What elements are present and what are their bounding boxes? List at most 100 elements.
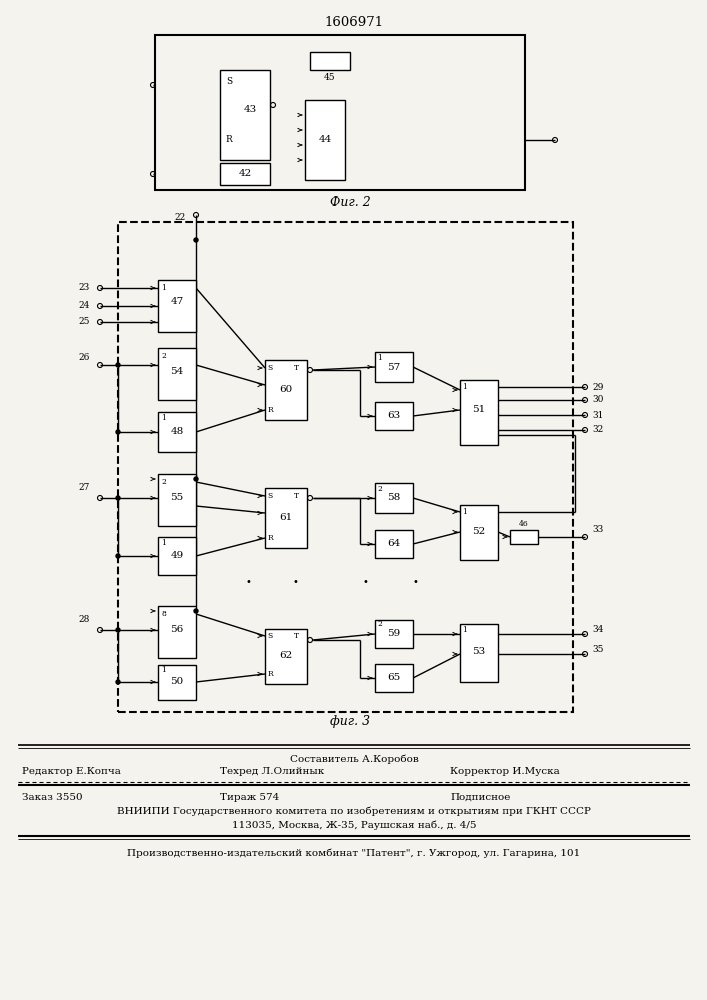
Bar bbox=[460, 624, 498, 682]
Text: фиг. 3: фиг. 3 bbox=[330, 716, 370, 728]
Text: 52: 52 bbox=[472, 528, 486, 536]
Bar bbox=[375, 664, 413, 692]
Text: 42: 42 bbox=[238, 169, 252, 178]
Text: Составитель А.Коробов: Составитель А.Коробов bbox=[290, 754, 419, 764]
Circle shape bbox=[116, 554, 120, 558]
Text: 56: 56 bbox=[170, 626, 184, 635]
Bar bbox=[305, 100, 345, 180]
Text: 1: 1 bbox=[378, 354, 382, 362]
Text: 32: 32 bbox=[592, 426, 603, 434]
Bar bbox=[375, 620, 413, 648]
Text: T: T bbox=[294, 492, 300, 500]
Text: R: R bbox=[267, 406, 273, 414]
Text: 51: 51 bbox=[472, 406, 486, 414]
Text: 24: 24 bbox=[78, 302, 90, 310]
Bar bbox=[375, 483, 413, 513]
Bar bbox=[510, 530, 538, 544]
Bar bbox=[155, 35, 525, 190]
Text: 49: 49 bbox=[170, 552, 184, 560]
Text: Заказ 3550: Заказ 3550 bbox=[22, 792, 83, 802]
Text: 64: 64 bbox=[387, 540, 401, 548]
Bar bbox=[158, 348, 196, 400]
Text: ВНИИПИ Государственного комитета по изобретениям и открытиям при ГКНТ СССР: ВНИИПИ Государственного комитета по изоб… bbox=[117, 806, 591, 816]
Text: 63: 63 bbox=[387, 412, 401, 420]
Circle shape bbox=[116, 680, 120, 684]
Text: Техред Л.Олийнык: Техред Л.Олийнык bbox=[220, 768, 325, 776]
Text: 33: 33 bbox=[592, 524, 603, 534]
Text: 25: 25 bbox=[78, 318, 90, 326]
Bar bbox=[220, 70, 270, 160]
Text: 2: 2 bbox=[162, 352, 166, 360]
Text: 34: 34 bbox=[592, 626, 603, 635]
Text: 29: 29 bbox=[592, 382, 603, 391]
Text: 1: 1 bbox=[162, 284, 166, 292]
Text: 55: 55 bbox=[170, 493, 184, 502]
Text: 26: 26 bbox=[78, 353, 90, 361]
Text: 1: 1 bbox=[462, 383, 467, 391]
Text: 44: 44 bbox=[318, 135, 332, 144]
Bar bbox=[460, 380, 498, 445]
Text: 46: 46 bbox=[519, 520, 529, 528]
Text: 62: 62 bbox=[279, 652, 293, 660]
Text: 22: 22 bbox=[175, 214, 186, 223]
Text: 58: 58 bbox=[387, 493, 401, 502]
Circle shape bbox=[194, 609, 198, 613]
Text: R: R bbox=[267, 670, 273, 678]
Bar bbox=[158, 412, 196, 452]
Text: 8: 8 bbox=[162, 610, 166, 618]
Text: 53: 53 bbox=[472, 648, 486, 656]
Text: 2: 2 bbox=[162, 478, 166, 486]
Bar bbox=[158, 280, 196, 332]
Text: 1: 1 bbox=[162, 414, 166, 422]
Text: T: T bbox=[294, 364, 300, 372]
Text: •: • bbox=[245, 577, 251, 587]
Text: Редактор Е.Копча: Редактор Е.Копча bbox=[22, 768, 121, 776]
Bar bbox=[460, 505, 498, 560]
Text: 57: 57 bbox=[387, 362, 401, 371]
Text: 59: 59 bbox=[387, 630, 401, 639]
Text: •: • bbox=[362, 577, 368, 587]
Text: Корректор И.Муска: Корректор И.Муска bbox=[450, 768, 560, 776]
Text: 1606971: 1606971 bbox=[325, 15, 384, 28]
Text: Производственно-издательский комбинат "Патент", г. Ужгород, ул. Гагарина, 101: Производственно-издательский комбинат "П… bbox=[127, 848, 580, 858]
Bar bbox=[118, 222, 573, 712]
Text: Тираж 574: Тираж 574 bbox=[220, 792, 279, 802]
Text: 61: 61 bbox=[279, 514, 293, 522]
Bar bbox=[158, 537, 196, 575]
Text: 27: 27 bbox=[78, 484, 90, 492]
Bar bbox=[265, 629, 307, 684]
Text: 54: 54 bbox=[170, 367, 184, 376]
Text: 1: 1 bbox=[462, 508, 467, 516]
Bar bbox=[265, 488, 307, 548]
Bar bbox=[220, 163, 270, 185]
Text: 45: 45 bbox=[325, 73, 336, 82]
Bar bbox=[158, 474, 196, 526]
Text: 48: 48 bbox=[170, 428, 184, 436]
Text: R: R bbox=[226, 135, 233, 144]
Text: 1: 1 bbox=[462, 626, 467, 634]
Text: 28: 28 bbox=[78, 615, 90, 624]
Text: Фиг. 2: Фиг. 2 bbox=[329, 196, 370, 209]
Bar bbox=[265, 360, 307, 420]
Text: •: • bbox=[292, 577, 298, 587]
Text: R: R bbox=[267, 534, 273, 542]
Text: 43: 43 bbox=[243, 105, 257, 114]
Text: S: S bbox=[226, 78, 232, 87]
Text: 60: 60 bbox=[279, 385, 293, 394]
Text: T: T bbox=[294, 632, 300, 640]
Bar bbox=[375, 402, 413, 430]
Text: S: S bbox=[267, 492, 273, 500]
Text: 2: 2 bbox=[378, 620, 382, 628]
Bar bbox=[375, 530, 413, 558]
Bar bbox=[158, 606, 196, 658]
Text: 113035, Москва, Ж-35, Раушская наб., д. 4/5: 113035, Москва, Ж-35, Раушская наб., д. … bbox=[232, 820, 477, 830]
Text: 65: 65 bbox=[387, 674, 401, 682]
Text: 2: 2 bbox=[378, 485, 382, 493]
Text: Подписное: Подписное bbox=[450, 792, 510, 802]
Text: 30: 30 bbox=[592, 395, 603, 404]
Text: 1: 1 bbox=[162, 666, 166, 674]
Text: 31: 31 bbox=[592, 410, 603, 420]
Circle shape bbox=[116, 628, 120, 632]
Bar bbox=[375, 352, 413, 382]
Text: 35: 35 bbox=[592, 646, 604, 654]
